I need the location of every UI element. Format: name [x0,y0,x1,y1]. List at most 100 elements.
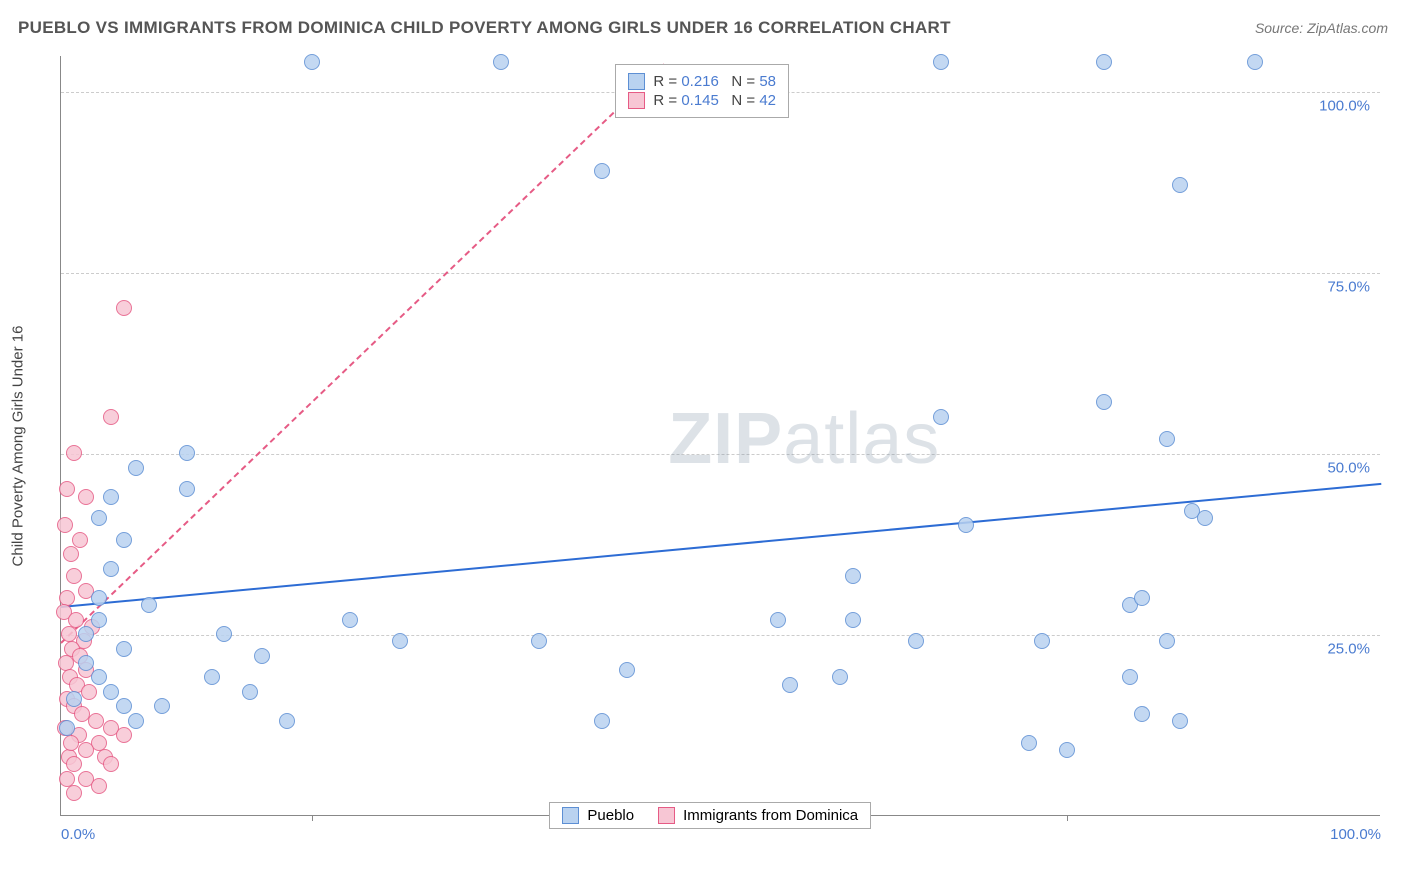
legend-stats-row: R = 0.216 N = 58 [628,73,776,90]
data-point-dominica [78,742,94,758]
data-point-pueblo [832,669,848,685]
data-point-pueblo [845,568,861,584]
legend-stats-row: R = 0.145 N = 42 [628,92,776,109]
data-point-dominica [68,612,84,628]
data-point-pueblo [594,713,610,729]
plot-area: 25.0%50.0%75.0%100.0%0.0%100.0%ZIPatlasR… [60,56,1380,816]
data-point-pueblo [116,532,132,548]
chart-header: PUEBLO VS IMMIGRANTS FROM DOMINICA CHILD… [18,18,1388,38]
data-point-pueblo [103,684,119,700]
data-point-pueblo [254,648,270,664]
data-point-pueblo [933,409,949,425]
data-point-pueblo [179,445,195,461]
data-point-pueblo [594,163,610,179]
data-point-pueblo [91,510,107,526]
data-point-pueblo [78,655,94,671]
legend-series: Pueblo Immigrants from Dominica [549,802,871,829]
data-point-dominica [66,568,82,584]
data-point-pueblo [91,590,107,606]
data-point-dominica [66,445,82,461]
data-point-pueblo [1159,633,1175,649]
data-point-dominica [103,409,119,425]
data-point-pueblo [1034,633,1050,649]
legend-stats: R = 0.216 N = 58 R = 0.145 N = 42 [615,64,789,118]
data-point-pueblo [179,481,195,497]
x-tick-label: 100.0% [1330,826,1381,843]
data-point-dominica [63,546,79,562]
data-point-dominica [103,756,119,772]
data-point-pueblo [1096,394,1112,410]
data-point-pueblo [141,597,157,613]
legend-label: Pueblo [587,807,634,824]
y-tick-label: 75.0% [1327,279,1370,296]
data-point-pueblo [154,698,170,714]
data-point-pueblo [531,633,547,649]
y-tick-label: 50.0% [1327,460,1370,477]
data-point-dominica [58,655,74,671]
trend-line [61,483,1381,608]
data-point-pueblo [770,612,786,628]
data-point-dominica [91,778,107,794]
data-point-pueblo [91,669,107,685]
trend-line [60,64,665,644]
data-point-pueblo [1247,54,1263,70]
legend-item-pueblo: Pueblo [562,807,634,824]
data-point-dominica [61,626,77,642]
x-tick-mark [1067,815,1068,821]
data-point-pueblo [1021,735,1037,751]
data-point-pueblo [1134,706,1150,722]
data-point-dominica [57,517,73,533]
data-point-pueblo [1096,54,1112,70]
data-point-pueblo [782,677,798,693]
data-point-pueblo [392,633,408,649]
data-point-pueblo [958,517,974,533]
chart-title: PUEBLO VS IMMIGRANTS FROM DOMINICA CHILD… [18,18,951,38]
data-point-pueblo [1159,431,1175,447]
data-point-dominica [116,727,132,743]
data-point-pueblo [66,691,82,707]
legend-swatch-pueblo [628,73,645,90]
data-point-pueblo [1197,510,1213,526]
data-point-dominica [63,735,79,751]
y-axis-label: Child Poverty Among Girls Under 16 [10,326,27,567]
data-point-dominica [81,684,97,700]
data-point-pueblo [619,662,635,678]
data-point-pueblo [116,641,132,657]
data-point-pueblo [845,612,861,628]
legend-label: Immigrants from Dominica [683,807,858,824]
data-point-dominica [59,481,75,497]
gridline-horizontal [61,273,1380,274]
legend-swatch-dominica [658,807,675,824]
legend-stats-text: R = 0.216 N = 58 [653,73,776,90]
data-point-dominica [88,713,104,729]
data-point-pueblo [908,633,924,649]
y-tick-label: 100.0% [1319,98,1370,115]
data-point-pueblo [103,489,119,505]
x-tick-label: 0.0% [61,826,95,843]
data-point-pueblo [78,626,94,642]
x-tick-mark [312,815,313,821]
legend-swatch-dominica [628,92,645,109]
y-tick-label: 25.0% [1327,641,1370,658]
data-point-dominica [66,785,82,801]
legend-stats-text: R = 0.145 N = 42 [653,92,776,109]
data-point-pueblo [933,54,949,70]
data-point-pueblo [1122,669,1138,685]
data-point-dominica [78,489,94,505]
data-point-dominica [116,300,132,316]
data-point-pueblo [1172,713,1188,729]
data-point-pueblo [1059,742,1075,758]
data-point-pueblo [128,713,144,729]
data-point-pueblo [204,669,220,685]
watermark: ZIPatlas [668,398,940,480]
data-point-pueblo [116,698,132,714]
legend-item-dominica: Immigrants from Dominica [658,807,858,824]
data-point-pueblo [59,720,75,736]
data-point-dominica [72,532,88,548]
data-point-pueblo [279,713,295,729]
data-point-pueblo [216,626,232,642]
data-point-pueblo [342,612,358,628]
data-point-pueblo [304,54,320,70]
chart-source: Source: ZipAtlas.com [1255,20,1388,36]
data-point-dominica [59,771,75,787]
